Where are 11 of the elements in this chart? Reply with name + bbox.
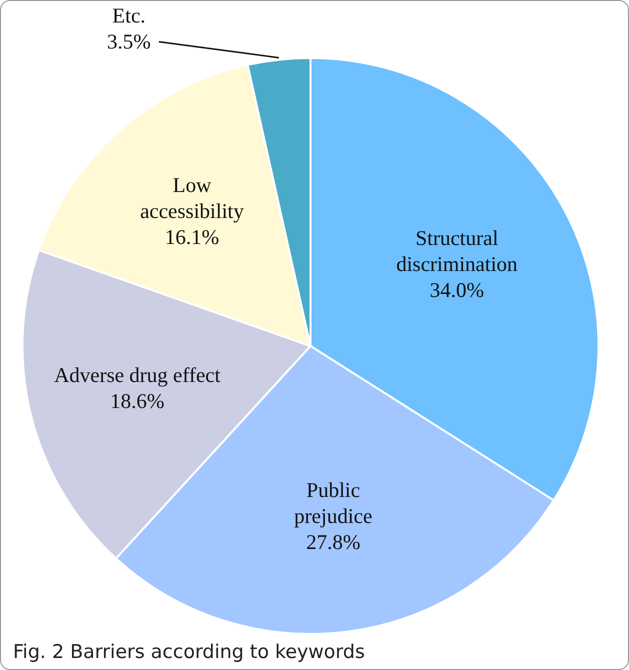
data-label: 27.8% bbox=[306, 530, 360, 554]
data-label: 18.6% bbox=[110, 388, 164, 413]
text: Fig. 2 Barriers according to keywords bbox=[13, 641, 365, 663]
slice-label: Adverse drug effect bbox=[54, 362, 221, 387]
data-label: 16.1% bbox=[164, 224, 220, 249]
slice-label: Structural discrimination bbox=[396, 226, 518, 276]
data-label: 34.0% bbox=[430, 278, 484, 302]
slice-label: Etc. bbox=[112, 3, 146, 28]
data-label: 3.5% bbox=[107, 29, 151, 54]
slice-label: Public prejudice bbox=[294, 478, 372, 528]
slice-label: Low accessibility bbox=[140, 172, 244, 223]
